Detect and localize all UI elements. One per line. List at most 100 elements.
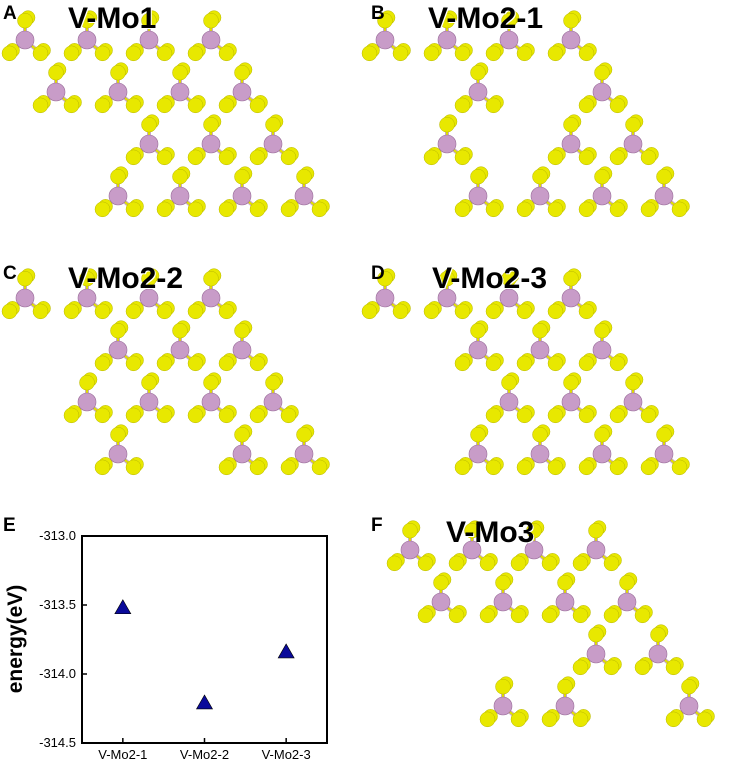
sulfur-atom	[541, 555, 558, 572]
sulfur-atom	[439, 12, 455, 29]
sulfur-atom	[296, 426, 312, 443]
sulfur-atom	[609, 201, 626, 218]
molybdenum-atom	[294, 444, 314, 464]
sulfur-atom	[603, 555, 620, 572]
sulfur-atom	[94, 45, 111, 62]
sulfur-atom	[249, 97, 266, 114]
panel-title-shadow: V-Mo3	[447, 517, 536, 550]
molybdenum-atom	[263, 134, 283, 154]
sulfur-atom	[541, 607, 558, 624]
molybdenum-layer	[15, 288, 314, 464]
molybdenum-atom	[623, 134, 643, 154]
sulfur-atom	[280, 407, 297, 424]
sulfur-atom	[218, 303, 235, 320]
sulfur-atom	[640, 149, 657, 166]
sulfur-atom	[485, 97, 502, 114]
sulfur-atom	[94, 201, 111, 218]
sulfur-atom	[603, 659, 620, 676]
sulfur-layer	[361, 10, 690, 218]
y-axis-label: energy(eV)	[4, 585, 27, 694]
molybdenum-atom	[586, 644, 606, 664]
sulfur-atom	[594, 426, 610, 443]
panel-letter: F	[371, 515, 383, 536]
sulfur-atom	[650, 626, 666, 643]
sulfur-atom	[470, 168, 486, 185]
sulfur-atom	[94, 355, 111, 372]
sulfur-atom	[296, 168, 312, 185]
sulfur-atom	[634, 607, 651, 624]
sulfur-atom	[280, 149, 297, 166]
sulfur-atom	[516, 45, 533, 62]
sulfur-atom	[501, 12, 517, 29]
molybdenum-atom	[437, 30, 457, 50]
sulfur-atom	[470, 322, 486, 339]
sulfur-atom	[423, 149, 440, 166]
sulfur-atom	[532, 168, 548, 185]
y-tick-label: -313.0	[39, 528, 76, 543]
sulfur-atom	[547, 149, 564, 166]
sulfur-atom	[656, 168, 672, 185]
sulfur-atom	[203, 374, 219, 391]
sulfur-atom	[94, 303, 111, 320]
molybdenum-atom	[201, 134, 221, 154]
sulfur-atom	[439, 270, 455, 287]
sulfur-atom	[218, 201, 235, 218]
sulfur-atom	[634, 659, 651, 676]
molybdenum-atom	[201, 30, 221, 50]
sulfur-atom	[187, 45, 204, 62]
molybdenum-atom	[375, 288, 395, 308]
molybdenum-layer	[375, 288, 674, 464]
sulfur-atom	[547, 459, 564, 476]
molybdenum-atom	[108, 186, 128, 206]
sulfur-atom	[63, 303, 80, 320]
sulfur-atom	[218, 407, 235, 424]
y-tick-label: -314.5	[39, 735, 76, 750]
molybdenum-atom	[462, 540, 482, 560]
molybdenum-atom	[499, 392, 519, 412]
sulfur-atom	[94, 407, 111, 424]
sulfur-atom	[557, 574, 573, 591]
sulfur-atom	[361, 303, 378, 320]
sulfur-atom	[402, 522, 418, 539]
panel-title-text: V-Mo3	[446, 516, 535, 549]
molybdenum-layer	[400, 540, 699, 716]
sulfur-atom	[656, 426, 672, 443]
lattice-structure-v-mo2-3	[361, 268, 690, 476]
sulfur-atom	[156, 407, 173, 424]
molybdenum-layer	[15, 30, 314, 206]
sulfur-atom	[172, 168, 188, 185]
sulfur-atom	[609, 149, 626, 166]
sulfur-atom	[485, 459, 502, 476]
sulfur-atom	[485, 45, 502, 62]
molybdenum-atom	[139, 288, 159, 308]
molybdenum-atom	[437, 134, 457, 154]
sulfur-atom	[386, 555, 403, 572]
sulfur-atom	[32, 97, 49, 114]
sulfur-atom	[218, 97, 235, 114]
x-tick-label: V-Mo2-1	[98, 747, 147, 759]
sulfur-atom	[32, 303, 49, 320]
sulfur-atom	[187, 355, 204, 372]
sulfur-layer	[386, 520, 715, 728]
sulfur-atom	[1, 303, 18, 320]
molybdenum-atom	[530, 340, 550, 360]
sulfur-atom	[187, 303, 204, 320]
sulfur-atom	[423, 303, 440, 320]
molybdenum-atom	[139, 134, 159, 154]
sulfur-atom	[234, 322, 250, 339]
sulfur-atom	[141, 116, 157, 133]
molybdenum-atom	[139, 392, 159, 412]
sulfur-atom	[501, 374, 517, 391]
sulfur-atom	[588, 522, 604, 539]
molybdenum-atom	[561, 288, 581, 308]
sulfur-atom	[501, 270, 517, 287]
sulfur-layer	[1, 268, 330, 476]
panel-title: V-Mo1 V-Mo1	[68, 4, 157, 35]
molybdenum-atom	[592, 444, 612, 464]
sulfur-atom	[495, 574, 511, 591]
y-axis: -313.0 -313.5 -314.0 -314.5	[39, 528, 87, 750]
molybdenum-atom	[232, 340, 252, 360]
molybdenum-atom	[468, 82, 488, 102]
sulfur-atom	[448, 607, 465, 624]
sulfur-atom	[454, 201, 471, 218]
